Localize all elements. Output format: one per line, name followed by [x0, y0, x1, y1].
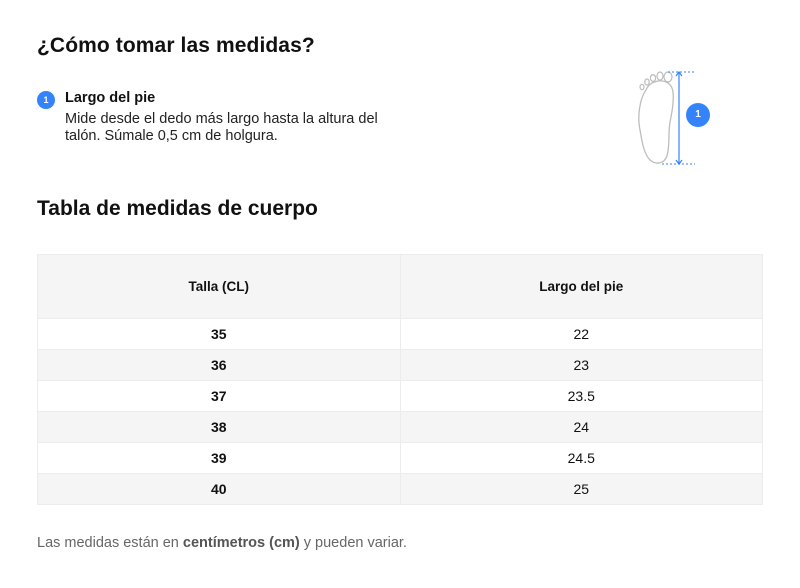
units-note-prefix: Las medidas están en [37, 535, 183, 551]
units-note-emphasis: centímetros (cm) [182, 535, 300, 551]
size-table: Talla (CL) Largo del pie 35 22 36 23 37 … [37, 254, 763, 505]
foot-outline-icon [638, 71, 695, 165]
size-cell: 37 [37, 380, 401, 412]
foot-length-cell: 25 [399, 473, 763, 505]
units-note: Las medidas están en centímetros (cm) y … [37, 535, 407, 551]
foot-length-cell: 24.5 [399, 442, 763, 474]
table-row: 35 22 [37, 318, 763, 350]
size-cell: 40 [37, 473, 401, 505]
foot-length-cell: 23 [399, 349, 763, 381]
foot-length-cell: 23.5 [399, 380, 763, 412]
table-row: 36 23 [37, 349, 763, 381]
step-label: Largo del pie [65, 90, 156, 106]
size-cell: 36 [37, 349, 401, 381]
size-cell: 35 [37, 318, 401, 350]
table-row: 39 24.5 [37, 442, 763, 474]
step-number-badge: 1 [37, 91, 55, 109]
units-note-suffix: y pueden variar. [299, 535, 407, 551]
table-row: 37 23.5 [37, 380, 763, 412]
size-cell: 38 [37, 411, 401, 443]
column-header-foot-length: Largo del pie [399, 254, 763, 319]
table-header-row: Talla (CL) Largo del pie [37, 254, 763, 319]
table-row: 40 25 [37, 473, 763, 505]
column-header-size: Talla (CL) [37, 254, 401, 319]
step-description: Mide desde el dedo más largo hasta la al… [65, 111, 378, 144]
illustration-number-badge: 1 [686, 103, 710, 127]
foot-length-cell: 24 [399, 411, 763, 443]
table-row: 38 24 [37, 411, 763, 443]
size-cell: 39 [37, 442, 401, 474]
size-table-title: Tabla de medidas de cuerpo [37, 197, 318, 220]
foot-length-cell: 22 [399, 318, 763, 350]
howto-title: ¿Cómo tomar las medidas? [37, 34, 315, 57]
